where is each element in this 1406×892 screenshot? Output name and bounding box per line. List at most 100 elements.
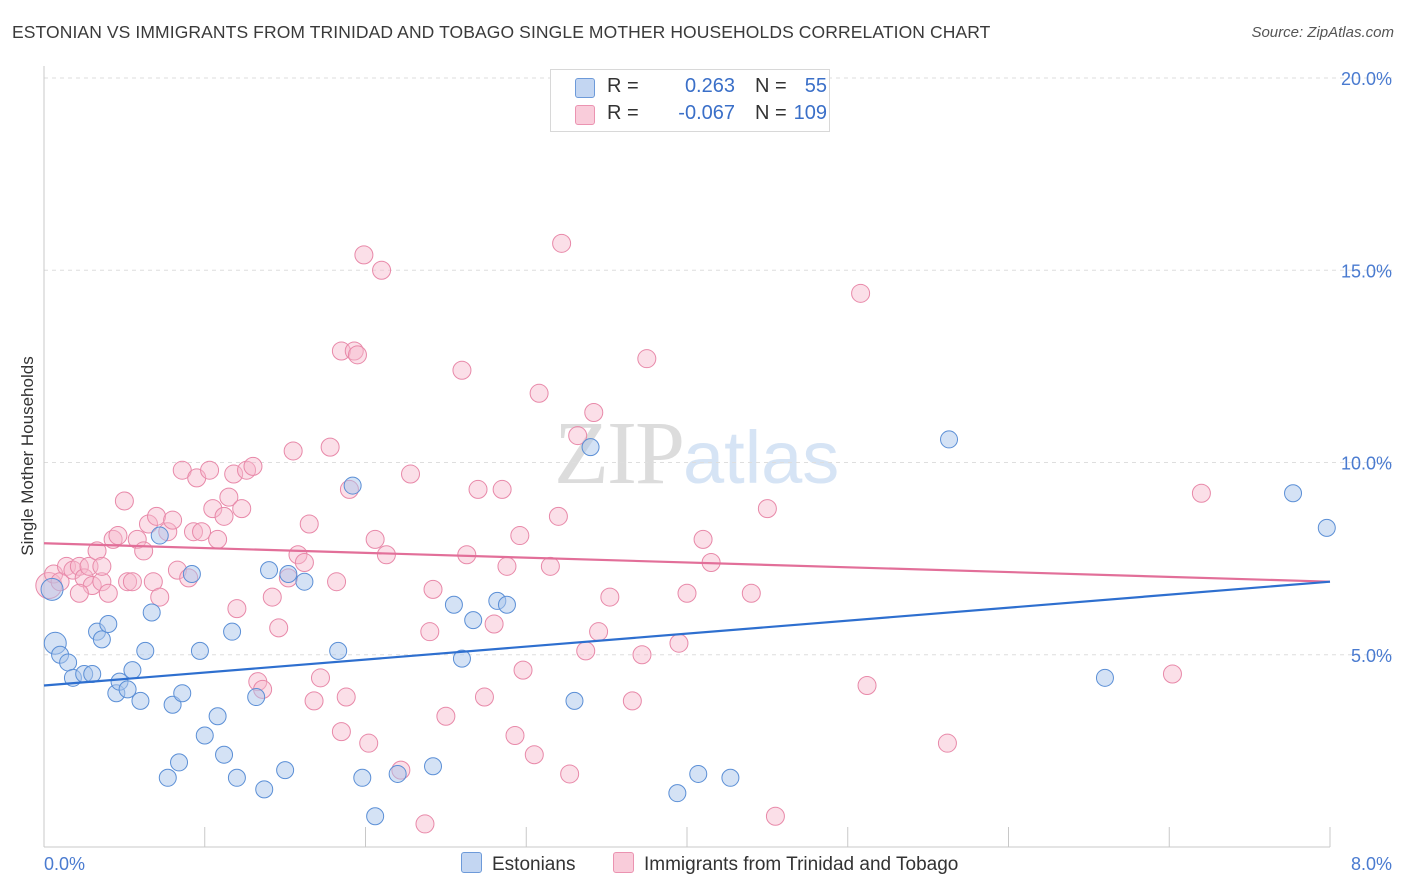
data-point [195, 726, 214, 745]
data-point [208, 529, 228, 549]
data-point [584, 403, 604, 423]
data-point [347, 345, 367, 365]
data-point [329, 641, 348, 660]
data-point [327, 572, 347, 592]
data-point [69, 556, 89, 576]
data-point [295, 572, 314, 591]
legend-r-value: 0.263 [684, 75, 735, 97]
data-point [173, 684, 192, 703]
data-point [552, 233, 572, 253]
data-point [359, 733, 379, 753]
data-point [136, 641, 155, 660]
data-point [581, 438, 600, 457]
trend-lines [43, 542, 1331, 687]
data-point [484, 614, 504, 634]
data-point [134, 541, 154, 561]
data-point [320, 437, 340, 457]
y-tick-label: 15.0% [1341, 261, 1392, 281]
data-point [376, 545, 396, 565]
trend-line-estonians [43, 580, 1331, 687]
data-point [92, 556, 112, 576]
data-point [208, 707, 227, 726]
data-point [243, 456, 263, 476]
data-point [452, 360, 472, 380]
data-point [513, 660, 533, 680]
data-point [851, 283, 871, 303]
data-point [138, 514, 158, 534]
data-point [214, 506, 234, 526]
legend-swatch-pink [575, 105, 595, 125]
data-point [497, 556, 517, 576]
data-point [474, 687, 494, 707]
legend-item-estonians[interactable]: Estonians [461, 852, 575, 876]
axes [43, 66, 1330, 848]
data-point [423, 579, 443, 599]
data-point [589, 622, 609, 642]
data-point [632, 645, 652, 665]
correlation-legend: R = 0.263 N = 55 R = -0.067 N = 109 [550, 69, 830, 132]
data-point [163, 510, 183, 530]
data-point [1284, 484, 1303, 503]
data-point [757, 499, 777, 519]
data-point [529, 383, 549, 403]
data-point [299, 514, 319, 534]
data-point [200, 460, 220, 480]
data-point [150, 526, 169, 545]
data-point [123, 661, 142, 680]
data-point [388, 764, 407, 783]
data-point [436, 706, 456, 726]
data-point [131, 691, 150, 710]
data-point [468, 479, 488, 499]
data-point [118, 680, 137, 699]
data-point [260, 561, 279, 580]
data-point [190, 641, 209, 660]
data-point [622, 691, 642, 711]
data-point [108, 526, 128, 546]
data-point [223, 622, 242, 641]
data-point [269, 618, 289, 638]
data-point [142, 603, 161, 622]
data-point [365, 529, 385, 549]
data-point [98, 583, 118, 603]
data-point [69, 583, 89, 603]
y-tick-label: 20.0% [1341, 69, 1392, 89]
data-point [452, 649, 471, 668]
legend-label-estonians: Estonians [492, 854, 576, 875]
estonian-points [40, 430, 1336, 826]
data-point [444, 595, 463, 614]
legend-item-trinidad[interactable]: Immigrants from Trinidad and Tobago [613, 852, 958, 876]
data-point [276, 761, 295, 780]
data-point [600, 587, 620, 607]
data-point [331, 722, 351, 742]
tick-labels: 5.0% 10.0% 15.0% 20.0% 0.0% 8.0% [44, 69, 1392, 874]
data-point [1095, 668, 1114, 687]
data-point [492, 479, 512, 499]
data-point [127, 529, 147, 549]
data-point [163, 695, 182, 714]
data-point [689, 764, 708, 783]
data-point [224, 464, 244, 484]
data-point [59, 653, 78, 672]
y-tick-label: 5.0% [1351, 646, 1392, 666]
data-point [1317, 518, 1336, 537]
data-point [505, 725, 525, 745]
data-point [40, 577, 64, 601]
source-credit: Source: ZipAtlas.com [1251, 24, 1394, 41]
data-point [721, 768, 740, 787]
data-point [183, 522, 203, 542]
data-point [262, 587, 282, 607]
data-point [693, 529, 713, 549]
data-point [255, 780, 274, 799]
data-point [283, 441, 303, 461]
data-point [668, 784, 687, 803]
axis-ticks [43, 827, 1331, 847]
watermark: ZIPatlas [554, 404, 840, 503]
data-point [1191, 483, 1211, 503]
data-point [118, 572, 138, 592]
data-point [114, 491, 134, 511]
data-point [540, 556, 560, 576]
legend-swatch-blue [575, 78, 595, 98]
y-tick-label: 10.0% [1341, 454, 1392, 474]
trinidad-points [35, 233, 1211, 834]
